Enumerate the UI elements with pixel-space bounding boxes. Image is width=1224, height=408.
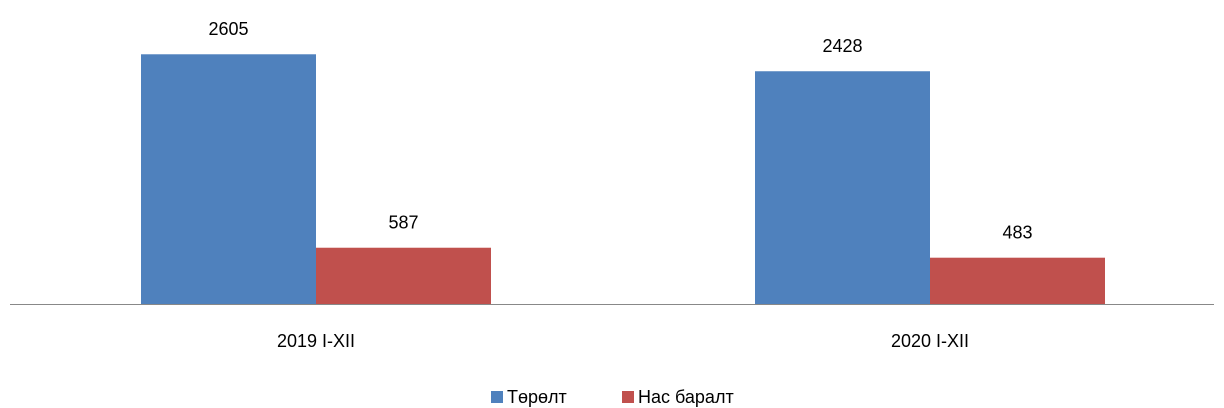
data-label: 2605: [208, 19, 248, 39]
legend-swatch: [491, 391, 503, 403]
legend-label: Төрөлт: [507, 387, 567, 407]
x-tick-label: 2019 I-XII: [277, 331, 355, 351]
data-label: 2428: [822, 36, 862, 56]
legend-label: Нас баралт: [638, 387, 734, 407]
bar: [316, 247, 491, 304]
bar: [141, 54, 316, 304]
data-label: 483: [1002, 222, 1032, 242]
bar: [930, 257, 1105, 304]
x-tick-label: 2020 I-XII: [891, 331, 969, 351]
bar: [755, 71, 930, 305]
legend-swatch: [622, 391, 634, 403]
data-label: 587: [388, 212, 418, 232]
